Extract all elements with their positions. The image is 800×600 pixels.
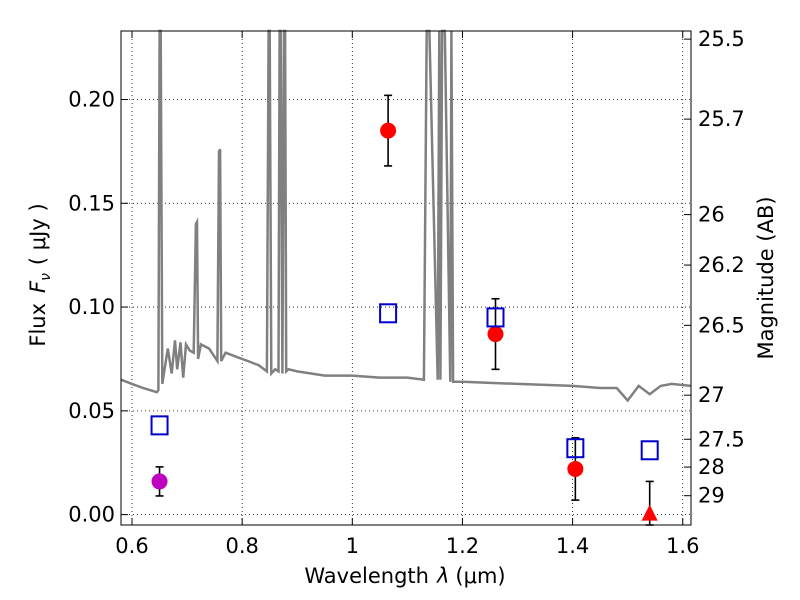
magnitude-tick-label: 26.5 [698, 313, 745, 337]
y-axis-ticks: 0.00 0.05 0.10 0.15 0.20 [68, 87, 128, 527]
magnitude-tick-label: 27 [698, 383, 725, 407]
magnitude-tick-label: 25.7 [698, 107, 745, 131]
magnitude-tick-label: 26 [698, 203, 725, 227]
magnitude-tick-label: 27.5 [698, 427, 745, 451]
x-tick-label: 1.6 [666, 534, 699, 558]
magnitude-axis-ticks: 25.5 25.7 26 26.2 26.5 27 27.5 28 29 [684, 27, 745, 508]
magnitude-tick-label: 29 [698, 484, 725, 508]
x-tick-label: 0.6 [115, 534, 148, 558]
x-tick-label: 0.8 [225, 534, 258, 558]
y-tick-label: 0.00 [68, 503, 115, 527]
magnitude-tick-label: 28 [698, 455, 725, 479]
model-band-marker [486, 307, 505, 328]
data-markers [150, 94, 659, 526]
model-spectrum-line [120, 29, 692, 403]
magnitude-tick-label: 25.5 [698, 27, 745, 51]
y-tick-label: 0.20 [68, 87, 115, 111]
x-axis-label: Wavelength λ (μm) [304, 564, 505, 588]
observed-marker [487, 326, 504, 343]
y-tick-label: 0.05 [68, 399, 115, 423]
x-tick-label: 1 [346, 534, 359, 558]
model-band-marker [640, 440, 659, 461]
upper-limit-marker [641, 504, 658, 521]
x-tick-label: 1.4 [556, 534, 589, 558]
plot-frame [120, 30, 692, 526]
observed-marker [380, 122, 397, 139]
x-tick-label: 1.2 [446, 534, 479, 558]
x-axis-ticks: 0.6 0.8 1 1.2 1.4 1.6 [115, 31, 699, 558]
model-spectrum [120, 29, 692, 403]
model-band-marker [566, 438, 585, 459]
model-band-marker [150, 415, 169, 436]
observed-marker [567, 460, 584, 477]
y-tick-label: 0.15 [68, 191, 115, 215]
magnitude-tick-label: 26.2 [698, 253, 745, 277]
grid-lines [121, 31, 691, 525]
y-tick-label: 0.10 [68, 295, 115, 319]
y-axis-label: FluxFν( μJy ) [26, 203, 54, 346]
magnitude-axis-label: Magnitude (AB) [754, 196, 778, 359]
model-band-marker [379, 303, 398, 324]
observed-marker [151, 473, 168, 490]
